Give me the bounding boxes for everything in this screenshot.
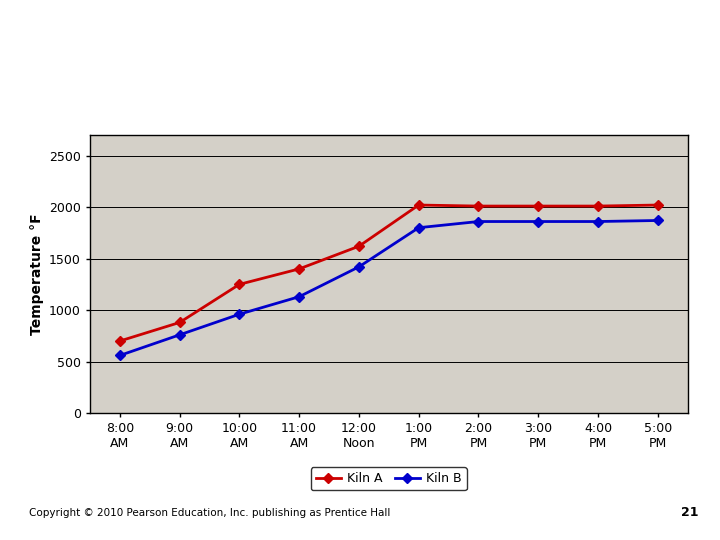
Kiln B <box>115 352 125 359</box>
Kiln B <box>654 217 662 224</box>
Line: Kiln B: Kiln B <box>117 217 661 359</box>
Kiln B <box>594 218 603 225</box>
Text: Average Kiln Temps: Average Kiln Temps <box>102 36 626 80</box>
Kiln B <box>235 311 243 318</box>
Kiln A <box>474 203 483 210</box>
Kiln A <box>594 203 603 210</box>
Kiln A <box>415 202 423 208</box>
Legend: Kiln A, Kiln B: Kiln A, Kiln B <box>311 467 467 490</box>
Kiln A <box>355 243 364 249</box>
Kiln A <box>115 338 125 344</box>
Text: Copyright © 2010 Pearson Education, Inc. publishing as Prentice Hall: Copyright © 2010 Pearson Education, Inc.… <box>29 508 390 518</box>
Kiln A <box>295 266 304 272</box>
Kiln B <box>176 332 184 338</box>
Kiln A <box>534 203 543 210</box>
Kiln B <box>474 218 483 225</box>
Kiln A <box>235 281 243 288</box>
Text: 21: 21 <box>681 507 698 519</box>
Y-axis label: Temperature °F: Temperature °F <box>30 213 43 335</box>
Kiln A <box>176 319 184 326</box>
Line: Kiln A: Kiln A <box>117 201 661 345</box>
Kiln A <box>654 202 662 208</box>
Kiln B <box>415 225 423 231</box>
Kiln B <box>295 293 304 300</box>
Kiln B <box>534 218 543 225</box>
Kiln B <box>355 264 364 270</box>
